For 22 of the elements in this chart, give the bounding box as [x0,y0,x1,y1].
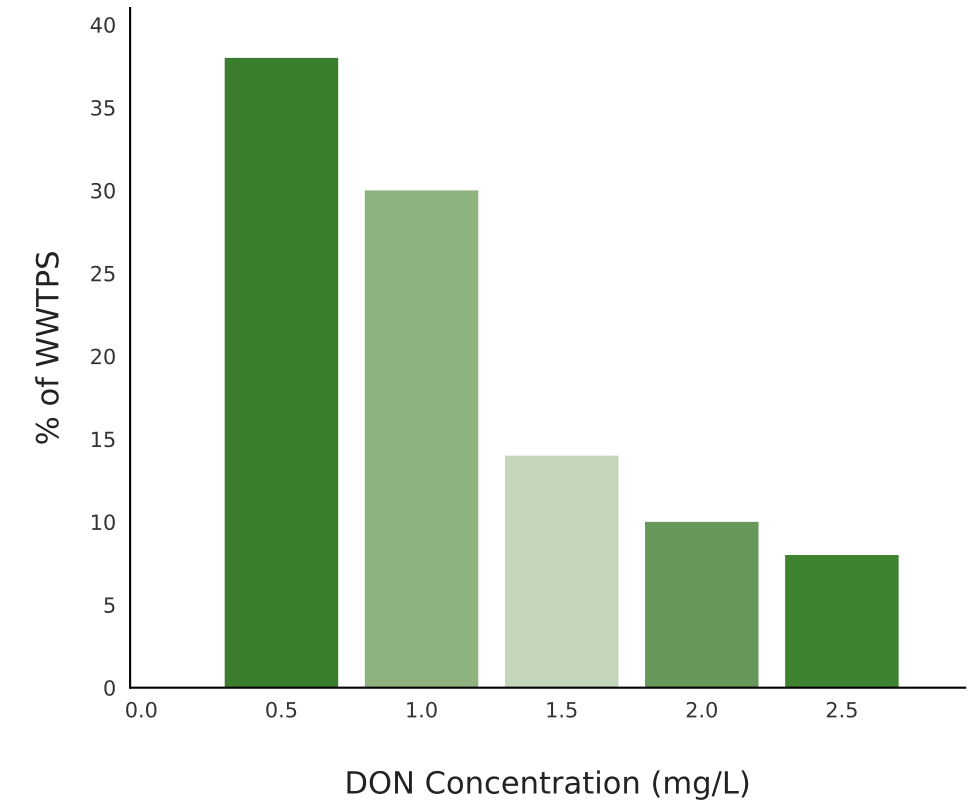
x-axis-title: DON Concentration (mg/L) [347,770,748,800]
bar [504,456,618,688]
y-tick-label: 5 [104,598,114,613]
y-tick-label: 40 [90,17,115,33]
bar [364,190,478,688]
y-tick-label: 35 [91,100,114,116]
y-tick-label: 20 [91,348,115,364]
bar [645,522,759,688]
x-tick-label: 0.0 [126,702,157,718]
x-tick-label: 2.0 [686,702,717,718]
y-tick-label: 30 [91,182,115,199]
y-tick-label: 10 [92,514,115,530]
bar [224,58,338,688]
y-axis-title: % of WWTPS [35,252,59,444]
y-tick-label: 25 [91,266,114,282]
x-tick-label: 2.5 [826,702,857,718]
bar [785,555,899,688]
y-tick-label: 0 [104,680,115,696]
x-tick-label: 0.5 [266,702,296,718]
x-tick-label: 1.5 [547,702,576,718]
y-tick-label: 15 [92,432,114,448]
x-tick-label: 1.0 [407,702,437,718]
